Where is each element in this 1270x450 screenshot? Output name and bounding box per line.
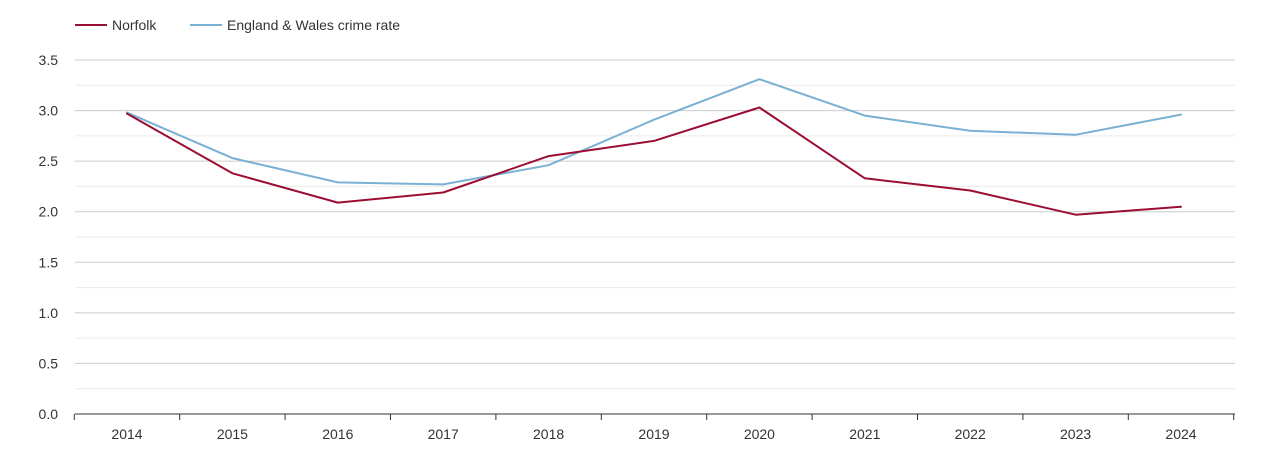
legend-label: Norfolk <box>112 17 157 33</box>
x-tick-label: 2016 <box>322 426 353 442</box>
series-line-england-wales <box>126 78 1182 186</box>
x-tick-label: 2018 <box>533 426 564 442</box>
legend-item-england-wales[interactable]: England & Wales crime rate <box>190 17 400 33</box>
x-tick-label: 2023 <box>1060 426 1091 442</box>
series-lines <box>126 78 1182 216</box>
x-tick-label: 2019 <box>638 426 669 442</box>
gridlines <box>75 59 1235 415</box>
x-axis: 2014 2015 2016 2017 2018 2019 2020 2021 2022 2023… <box>73 414 1235 442</box>
x-tick-label: 2017 <box>428 426 459 442</box>
legend-item-norfolk[interactable]: Norfolk <box>75 17 157 33</box>
y-axis: 0.0 0.5 1.0 1.5 2.0 2.5 3.0 3.5 <box>39 52 59 422</box>
y-tick-label: 1.5 <box>39 254 59 270</box>
legend-label: England & Wales crime rate <box>227 17 400 33</box>
x-tick-label: 2015 <box>217 426 248 442</box>
y-tick-label: 1.0 <box>39 305 59 321</box>
x-tick-label: 2021 <box>849 426 880 442</box>
y-tick-label: 2.5 <box>39 153 59 169</box>
y-tick-label: 0.0 <box>39 406 59 422</box>
y-tick-label: 0.5 <box>39 355 59 371</box>
x-tick-label: 2020 <box>744 426 775 442</box>
x-tick-label: 2022 <box>955 426 986 442</box>
x-tick-label: 2024 <box>1165 426 1196 442</box>
y-tick-label: 3.0 <box>39 103 59 119</box>
x-tick-label: 2014 <box>111 426 142 442</box>
series-line-norfolk <box>126 106 1182 216</box>
y-tick-label: 2.0 <box>39 204 59 220</box>
y-tick-label: 3.5 <box>39 52 59 68</box>
legend: Norfolk England & Wales crime rate <box>75 17 400 33</box>
